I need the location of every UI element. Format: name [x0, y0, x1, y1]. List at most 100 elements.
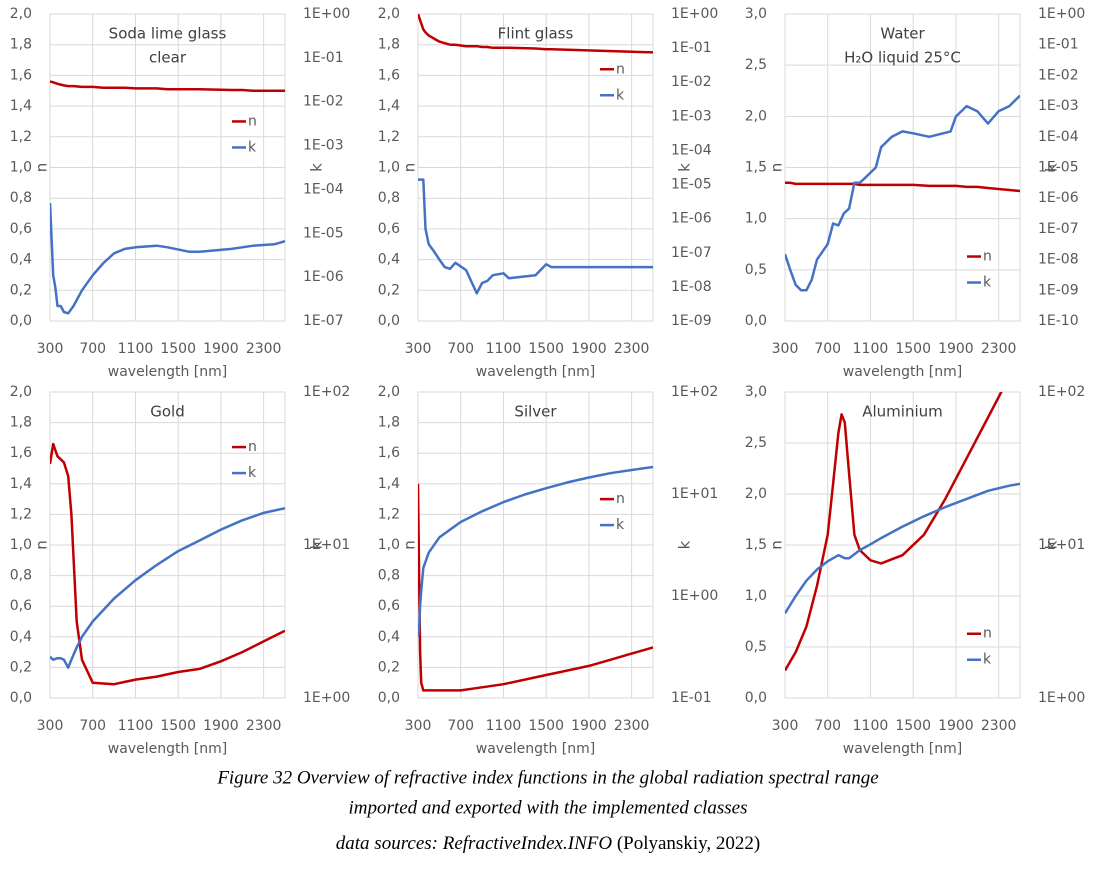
y-tick-label: 0,8: [378, 568, 400, 584]
series-line: [50, 442, 285, 686]
x-tick-label: 1100: [486, 341, 522, 357]
y-tick-label: 0,4: [10, 629, 32, 645]
chart-panel: 0,0 0,2 0,4 0,6 0,8 1,0 1,2 1,4 1,6 1,8 2,0 300 700 1…: [378, 6, 719, 380]
y2-tick-label: 1E+01: [671, 486, 718, 502]
y-tick-label: 0,8: [10, 190, 32, 206]
chart-subtitle: clear: [149, 49, 187, 67]
y2-axis-title: k: [308, 540, 326, 549]
y-axis-title: n: [33, 163, 51, 173]
caption-line: data sources: RefractiveIndex.INFO (Poly…: [336, 833, 760, 854]
x-tick-label: 300: [405, 718, 432, 734]
chart-subtitle: H₂O liquid 25°C: [844, 49, 961, 67]
chart-title: Gold: [150, 403, 185, 421]
y-tick-label: 0,2: [10, 659, 32, 675]
y-tick-label: 2,0: [745, 486, 767, 502]
x-axis-title: wavelength [nm]: [108, 364, 227, 380]
y-tick-label: 0,5: [745, 262, 767, 278]
y-tick-label: 1,5: [745, 160, 767, 176]
x-tick-label: 700: [79, 718, 106, 734]
x-axis-title: wavelength [nm]: [476, 741, 595, 757]
y-tick-label: 3,0: [745, 6, 767, 22]
x-tick-label: 700: [814, 718, 841, 734]
x-tick-label: 1500: [160, 341, 196, 357]
y-tick-label: 0,0: [10, 313, 32, 329]
y2-tick-label: 1E-10: [1038, 313, 1079, 329]
chart-panel: 0,0 0,5 1,0 1,5 2,0 2,5 3,0 300 700 1100 1500 1900 2…: [745, 384, 1086, 757]
y-tick-label: 0,6: [10, 221, 32, 237]
y2-axis-title: k: [1043, 163, 1061, 172]
y2-tick-label: 1E-06: [1038, 190, 1079, 206]
y-tick-label: 1,0: [745, 588, 767, 604]
y2-tick-label: 1E+00: [1038, 690, 1085, 706]
x-tick-label: 1900: [571, 718, 607, 734]
y2-tick-label: 1E+02: [1038, 384, 1085, 400]
legend-label: k: [983, 652, 992, 668]
y2-tick-label: 1E-04: [671, 142, 712, 158]
y-tick-label: 0,0: [745, 690, 767, 706]
series-line: [50, 202, 285, 315]
y2-tick-label: 1E-05: [303, 225, 344, 241]
x-tick-label: 1900: [938, 341, 974, 357]
chart-title: Flint glass: [498, 25, 574, 43]
chart-panel: 0,0 0,5 1,0 1,5 2,0 2,5 3,0 300 700 1100 1500 1900 2…: [745, 6, 1086, 380]
chart-panel: 0,0 0,2 0,4 0,6 0,8 1,0 1,2 1,4 1,6 1,8 2,0 300 700 1…: [10, 384, 351, 757]
x-tick-label: 300: [37, 718, 64, 734]
x-axis-title: wavelength [nm]: [108, 741, 227, 757]
y-tick-label: 0,6: [378, 598, 400, 614]
y-tick-label: 1,6: [10, 67, 32, 83]
x-tick-label: 2300: [614, 341, 650, 357]
y-tick-label: 1,0: [378, 160, 400, 176]
y2-tick-label: 1E-07: [1038, 221, 1079, 237]
y-axis-title: n: [401, 163, 419, 173]
x-axis-title: wavelength [nm]: [476, 364, 595, 380]
y-axis-title: n: [401, 540, 419, 550]
y-tick-label: 1,0: [10, 537, 32, 553]
y-tick-label: 1,5: [745, 537, 767, 553]
y-tick-label: 1,4: [10, 476, 32, 492]
legend-label: k: [248, 465, 257, 481]
plot-frame: [49, 391, 286, 699]
x-tick-label: 300: [405, 341, 432, 357]
legend-label: k: [616, 517, 625, 533]
y2-tick-label: 1E-01: [303, 50, 344, 66]
y2-tick-label: 1E-03: [303, 138, 344, 154]
x-tick-label: 1900: [203, 718, 239, 734]
y-tick-label: 1,2: [10, 129, 32, 145]
x-tick-label: 1100: [853, 341, 889, 357]
series-line: [418, 483, 653, 692]
y2-tick-label: 1E-02: [671, 74, 712, 90]
x-tick-label: 1900: [571, 341, 607, 357]
chart-panel: 0,0 0,2 0,4 0,6 0,8 1,0 1,2 1,4 1,6 1,8 2,0 300 700 1…: [378, 384, 719, 757]
y-tick-label: 0,0: [378, 690, 400, 706]
chart-title: Water: [880, 25, 925, 43]
y2-tick-label: 1E-08: [1038, 252, 1079, 268]
y2-tick-label: 1E+01: [1038, 537, 1085, 553]
y2-tick-label: 1E+00: [303, 690, 350, 706]
y-tick-label: 0,2: [10, 282, 32, 298]
series-line: [785, 94, 1020, 292]
y-tick-label: 2,0: [10, 384, 32, 400]
y-tick-label: 0,0: [378, 313, 400, 329]
y2-tick-label: 1E+00: [1038, 6, 1085, 22]
y-tick-label: 0,4: [10, 252, 32, 268]
y-tick-label: 2,5: [745, 435, 767, 451]
y-tick-label: 0,0: [745, 313, 767, 329]
series-line: [785, 392, 1003, 672]
y-tick-label: 1,6: [378, 445, 400, 461]
y2-tick-label: 1E-07: [671, 245, 712, 261]
plot-frame: [784, 13, 1021, 322]
y-tick-label: 1,0: [10, 160, 32, 176]
plot-frame: [784, 391, 1021, 699]
y2-tick-label: 1E+00: [671, 588, 718, 604]
y2-axis-title: k: [308, 163, 326, 172]
y2-tick-label: 1E-02: [303, 94, 344, 110]
caption-source: data sources: RefractiveIndex.INFO: [336, 833, 613, 854]
y2-tick-label: 1E+02: [671, 384, 718, 400]
y2-tick-label: 1E+00: [671, 6, 718, 22]
series-line: [50, 506, 285, 669]
y-tick-label: 0,8: [378, 190, 400, 206]
x-tick-label: 1100: [118, 341, 154, 357]
y2-tick-label: 1E-04: [303, 181, 344, 197]
legend-label: n: [248, 439, 257, 455]
chart-title: Silver: [514, 403, 557, 421]
